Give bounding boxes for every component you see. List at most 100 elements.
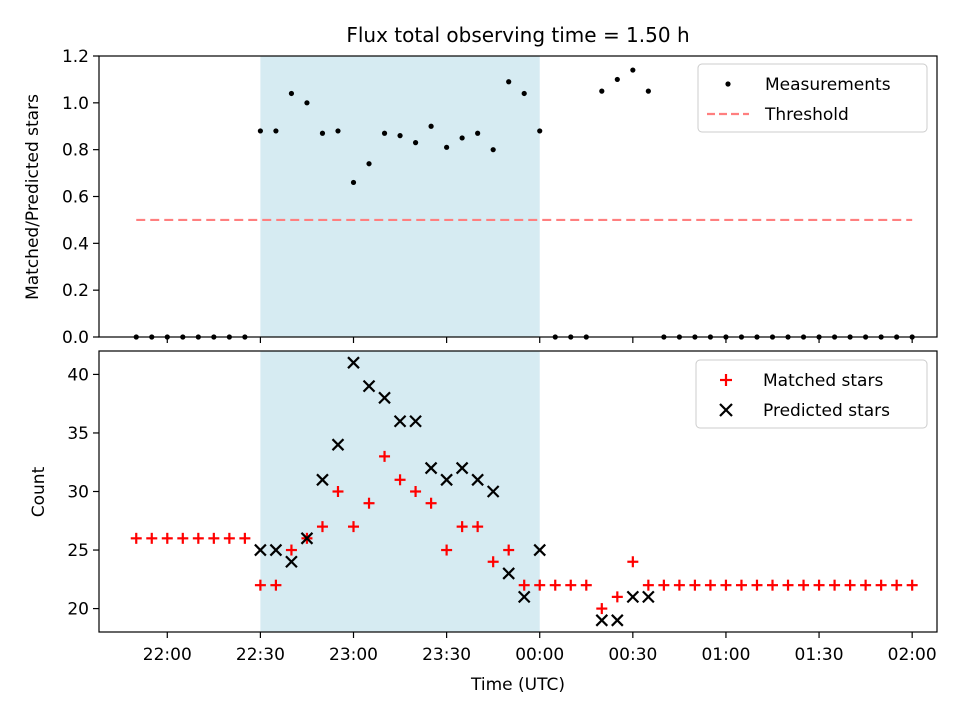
predicted-stars-point (254, 543, 267, 557)
x-tick-label: 02:00 (888, 645, 937, 665)
y-tick-label: 0.6 (62, 188, 89, 208)
predicted-stars-point (595, 614, 609, 627)
chart-title: Flux total observing time = 1.50 h (346, 23, 689, 47)
y-tick-label: 0.2 (62, 281, 89, 301)
legend-top: Measurements Threshold (697, 63, 928, 133)
y-axis-ticks-top: 0.0 0.2 0.4 0.6 0.8 1.0 1.2 (62, 47, 99, 348)
matched-stars-point (379, 450, 391, 462)
measurement-point (350, 179, 357, 186)
x-tick-label: 23:30 (422, 645, 471, 665)
matched-stars-point (348, 521, 360, 533)
predicted-stars-point (285, 555, 298, 569)
predicted-stars-point (642, 590, 655, 604)
matched-stars-point (518, 579, 530, 591)
matched-stars-point (720, 579, 732, 591)
measurement-point (614, 76, 620, 83)
measurement-point (319, 130, 326, 136)
matched-stars-point (658, 579, 670, 591)
measurement-point (490, 147, 496, 153)
y-tick-label: 20 (67, 600, 89, 620)
matched-stars-point (673, 579, 685, 591)
matched-stars-point (363, 497, 375, 509)
y-tick-label: 1.2 (62, 47, 89, 67)
matched-stars-point (192, 532, 204, 544)
x-tick-label: 00:00 (515, 645, 564, 665)
measurement-point (366, 161, 372, 167)
matched-stars-point (254, 579, 266, 591)
measurement-point (630, 67, 636, 73)
x-tick-label: 01:00 (701, 645, 750, 665)
count-panel: 20 25 30 35 40 22:00 22:30 23:00 23:30 00:00 00:3… (29, 350, 938, 695)
measurement-point (257, 128, 263, 134)
matched-stars-point (487, 556, 499, 568)
predicted-stars-point (300, 532, 314, 545)
ratio-panel: Flux total observing time = 1.50 h 0.0 0.… (23, 23, 938, 348)
measurement-point (506, 79, 512, 85)
legend-marker-predicted (719, 403, 733, 417)
matched-stars-point (891, 579, 903, 591)
matched-stars-point (549, 579, 561, 591)
measurement-point (273, 128, 279, 134)
matched-stars-point (767, 579, 779, 591)
measurement-point (444, 144, 450, 150)
matched-stars-point (735, 579, 747, 591)
count-series (130, 356, 918, 627)
matched-stars-point (627, 556, 639, 568)
predicted-stars-point (347, 356, 360, 369)
matched-stars-point (844, 579, 856, 591)
legend-box-top (697, 63, 928, 133)
matched-stars-point (208, 532, 220, 544)
matched-stars-point (798, 579, 810, 591)
legend-bottom: Matched stars Predicted stars (695, 359, 928, 429)
measurement-point (381, 130, 388, 136)
matched-stars-point (906, 579, 918, 591)
x-tick-label: 22:30 (236, 645, 285, 665)
matched-stars-point (596, 603, 608, 615)
plot-frame-top (98, 55, 938, 338)
predicted-stars-point (455, 461, 469, 475)
measurement-point (288, 90, 295, 97)
matched-stars-point (689, 579, 701, 591)
matched-stars-point (270, 579, 282, 591)
y-tick-label: 35 (67, 424, 89, 444)
matched-stars-point (410, 486, 422, 497)
measurement-point (397, 133, 403, 139)
x-tick-label: 22:00 (143, 645, 192, 665)
matched-stars-point (782, 579, 794, 591)
matched-stars-point (860, 579, 872, 591)
matched-stars-point (751, 579, 763, 591)
matched-stars-point (425, 497, 437, 509)
predicted-stars-point (471, 473, 484, 487)
legend-marker-measurements (725, 81, 731, 87)
legend-label-measurements: Measurements (765, 75, 891, 95)
matched-stars-point (146, 532, 158, 544)
measurement-point (459, 135, 465, 141)
predicted-stars-point (331, 438, 345, 451)
observing-window-shade (260, 56, 540, 337)
y-tick-label: 1.0 (62, 94, 89, 114)
matched-stars-point (223, 532, 235, 544)
predicted-stars-point (486, 485, 500, 498)
y-axis-label-bottom: Count (29, 466, 49, 517)
matched-stars-point (285, 544, 297, 556)
x-axis-label: Time (UTC) (470, 675, 565, 695)
matched-stars-point (642, 579, 654, 591)
y-tick-label: 30 (67, 483, 89, 503)
predicted-stars-point (378, 391, 391, 405)
matched-stars-point (472, 521, 484, 533)
predicted-stars-point (502, 567, 515, 580)
x-tick-label: 00:30 (608, 645, 657, 665)
measurement-point (645, 88, 651, 94)
matched-stars-point (441, 544, 453, 556)
matched-stars-point (177, 532, 189, 544)
matched-stars-point (611, 591, 623, 603)
x-tick-label: 01:30 (795, 645, 844, 665)
y-tick-label: 0.0 (62, 328, 89, 348)
matched-stars-point (130, 532, 142, 544)
y-axis-label-top: Matched/Predicted stars (23, 94, 43, 300)
legend-label-matched: Matched stars (763, 371, 883, 391)
legend-marker-matched (720, 374, 732, 386)
predicted-stars-point (611, 614, 624, 627)
matched-stars-point (829, 579, 841, 591)
